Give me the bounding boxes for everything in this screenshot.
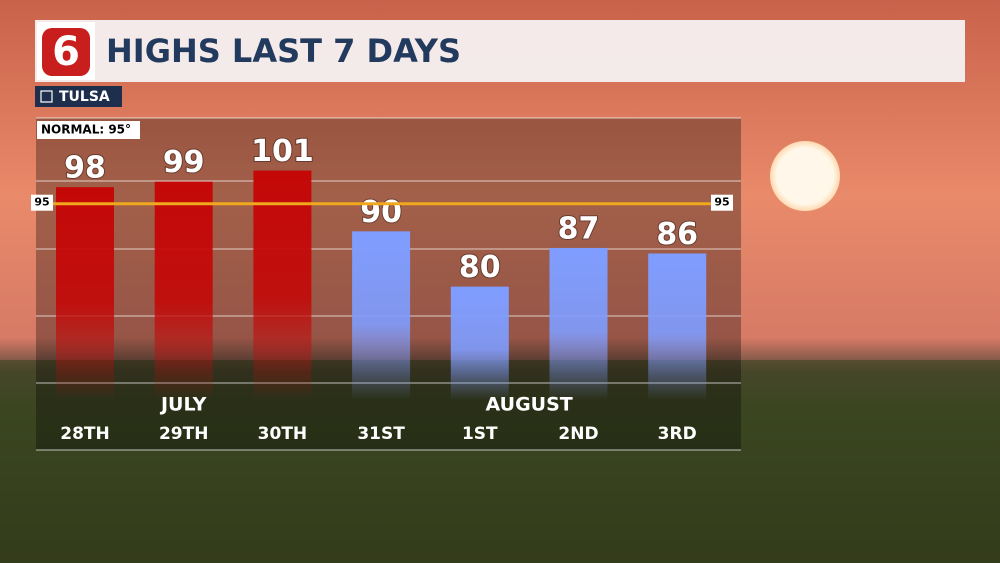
value-label: 90 <box>360 195 402 230</box>
month-label: JULY <box>159 394 207 416</box>
header-bar <box>35 20 965 82</box>
value-label: 98 <box>64 151 106 186</box>
chart-title: HIGHS LAST 7 DAYS <box>106 32 461 70</box>
sun <box>770 141 840 211</box>
value-label: 80 <box>459 250 501 285</box>
bar <box>253 170 312 400</box>
month-label: AUGUST <box>486 394 573 416</box>
x-tick-label: 2ND <box>558 424 598 444</box>
normal-tag <box>711 194 733 211</box>
bar <box>450 286 509 400</box>
location-icon <box>40 90 53 103</box>
normal-value: 95 <box>34 196 49 209</box>
x-tick-label: 28TH <box>60 424 109 444</box>
location: TULSA <box>59 89 110 105</box>
normal-value: 95 <box>714 196 729 209</box>
logo-badge <box>42 28 90 76</box>
normal-tag <box>31 194 53 211</box>
bar <box>154 181 213 400</box>
normal-label-box <box>37 121 140 139</box>
bar <box>648 253 707 400</box>
normal-label: NORMAL: 95° <box>41 123 131 137</box>
bar <box>352 231 411 400</box>
value-label: 86 <box>656 217 698 252</box>
value-label: 87 <box>558 211 600 246</box>
x-tick-label: 30TH <box>258 424 307 444</box>
logo: 6 <box>52 29 80 75</box>
location-tag <box>35 86 122 107</box>
value-label: 101 <box>251 134 314 169</box>
x-tick-label: 29TH <box>159 424 208 444</box>
x-tick-label: 3RD <box>658 424 697 444</box>
x-tick-label: 31ST <box>357 424 405 444</box>
value-label: 99 <box>163 145 205 180</box>
x-tick-label: 1ST <box>462 424 498 444</box>
bar <box>56 187 114 400</box>
bar <box>549 247 608 400</box>
